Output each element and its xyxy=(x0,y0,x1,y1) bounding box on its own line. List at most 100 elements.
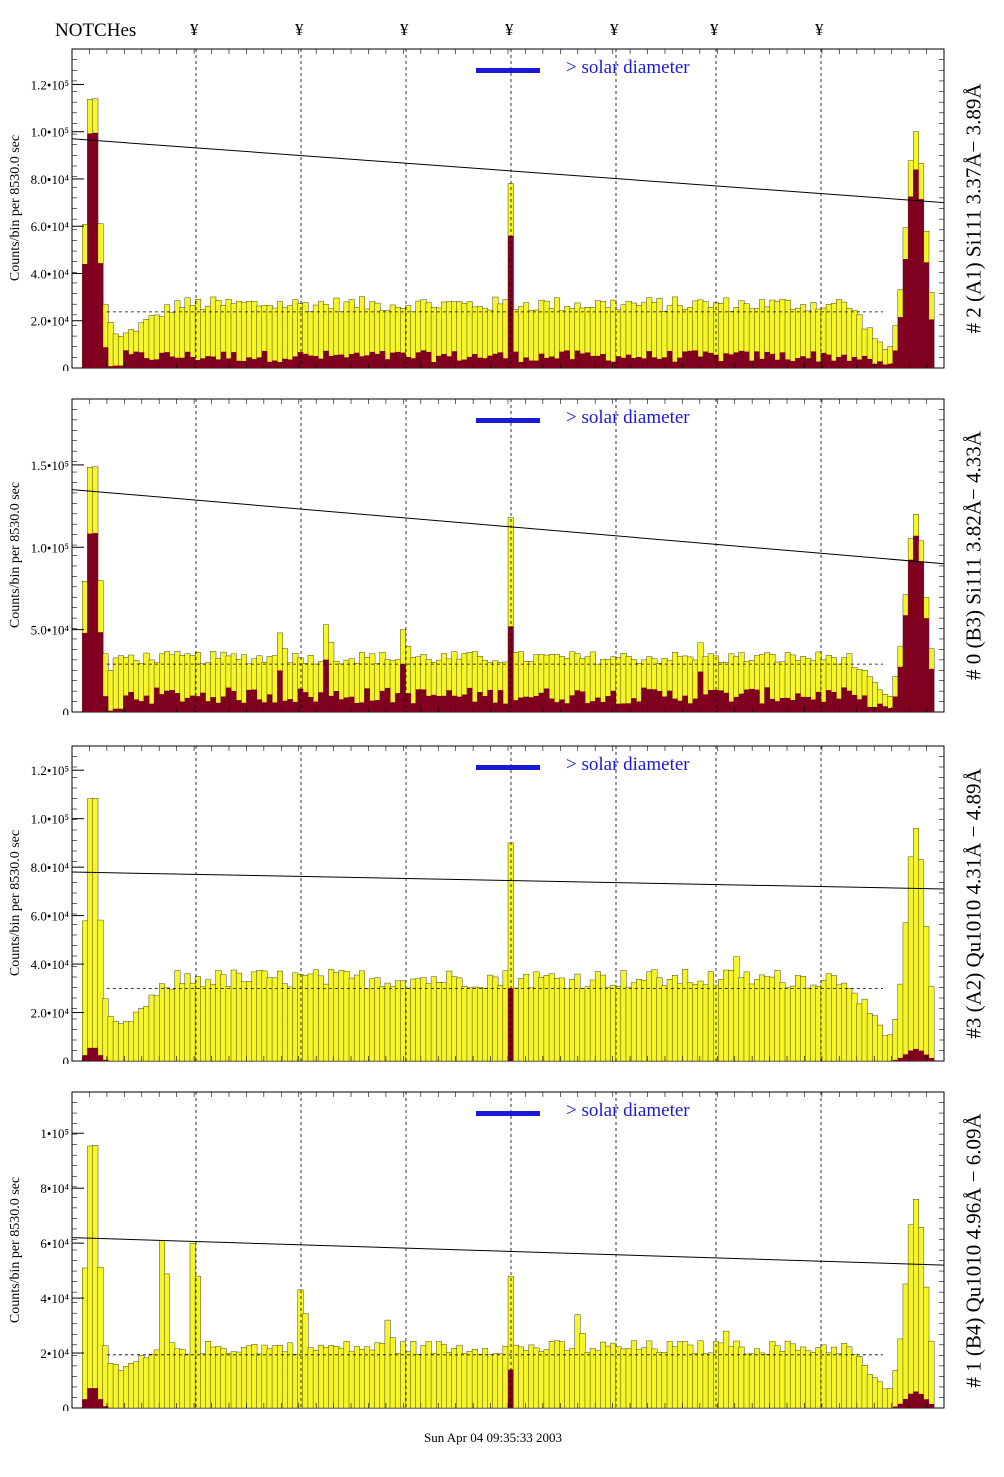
background-bar xyxy=(502,703,509,712)
y-tick-label: 1.0•10⁵ xyxy=(31,812,69,827)
count-bar xyxy=(651,969,658,1062)
count-bar xyxy=(466,1351,473,1409)
count-bar xyxy=(451,976,458,1062)
count-bar xyxy=(112,333,119,369)
count-bar xyxy=(497,1353,504,1409)
background-bar xyxy=(169,356,175,368)
background-bar xyxy=(667,690,673,712)
background-bar xyxy=(102,1059,109,1061)
count-bar xyxy=(528,310,535,369)
background-bar xyxy=(261,702,268,712)
count-bar xyxy=(323,1347,330,1409)
background-bar xyxy=(872,363,878,368)
background-bar xyxy=(472,354,478,368)
background-bar xyxy=(118,365,124,368)
background-bar xyxy=(528,697,535,712)
background-bar xyxy=(743,689,750,712)
y-tick-label: 1.0•10⁵ xyxy=(31,540,69,555)
background-bar xyxy=(918,199,924,368)
count-bar xyxy=(179,983,186,1062)
background-bar xyxy=(820,701,827,712)
background-bar xyxy=(215,359,222,368)
background-bar xyxy=(769,698,776,712)
count-bar xyxy=(282,983,289,1062)
background-bar xyxy=(256,357,263,368)
count-bar xyxy=(487,1354,494,1409)
count-bar xyxy=(543,1349,550,1409)
spectrum-panel: 0 2.0•10⁴ 4.0•10⁴ 6.0•10⁴ 8.0•10⁴ 1.0•10⁵ 1.2•… xyxy=(0,45,1004,371)
count-bar xyxy=(825,1352,832,1409)
background-bar xyxy=(400,664,406,712)
background-bar xyxy=(892,1406,899,1408)
background-bar xyxy=(625,354,632,368)
background-bar xyxy=(420,350,427,368)
background-bar xyxy=(97,1055,104,1061)
background-bar xyxy=(877,361,883,368)
count-bar xyxy=(682,968,689,1062)
background-bar xyxy=(928,668,935,712)
count-bar xyxy=(256,970,263,1062)
count-bar xyxy=(133,1011,140,1062)
count-bar xyxy=(610,984,617,1062)
background-bar xyxy=(415,352,422,368)
background-bar xyxy=(543,688,550,712)
legend-label: > solar diameter xyxy=(566,57,690,78)
background-bar xyxy=(302,692,309,712)
count-bar xyxy=(769,976,776,1062)
background-bar xyxy=(718,361,724,368)
background-bar xyxy=(723,692,729,712)
spectrum-chart: 0 5.0•10⁴ 1.0•10⁵ 1.5•10⁵ xyxy=(31,398,945,715)
background-bar xyxy=(600,701,606,712)
legend-label: > solar diameter xyxy=(566,754,690,775)
count-bar xyxy=(620,1348,627,1409)
background-bar xyxy=(374,700,381,712)
count-bar xyxy=(564,1350,571,1409)
count-bar xyxy=(820,980,827,1062)
count-bar xyxy=(528,987,535,1062)
background-bar xyxy=(184,351,191,368)
count-bar xyxy=(733,1340,740,1409)
background-bar xyxy=(154,359,160,368)
background-bar xyxy=(231,352,237,368)
count-bar xyxy=(872,1377,878,1409)
count-bar xyxy=(323,983,330,1062)
background-bar xyxy=(846,360,853,368)
background-bar xyxy=(538,692,545,712)
background-bar xyxy=(861,355,868,368)
background-bar xyxy=(795,693,801,712)
count-bar xyxy=(907,856,914,1062)
background-bar xyxy=(667,351,673,368)
count-bar xyxy=(641,302,648,369)
count-bar xyxy=(302,1313,309,1409)
background-bar xyxy=(456,360,463,368)
count-bar xyxy=(148,1354,155,1409)
count-bar xyxy=(225,299,232,369)
background-bar xyxy=(723,353,729,368)
background-bar xyxy=(913,1048,919,1061)
count-bar xyxy=(687,982,694,1062)
background-bar xyxy=(282,700,288,712)
background-bar xyxy=(908,196,914,368)
background-bar xyxy=(805,358,812,368)
count-bar xyxy=(605,1345,612,1409)
background-bar xyxy=(918,1393,924,1408)
background-bar xyxy=(651,357,658,368)
background-bar xyxy=(323,659,329,712)
background-bar xyxy=(636,701,642,712)
background-bar xyxy=(205,701,211,712)
count-bar xyxy=(610,299,617,369)
background-bar xyxy=(841,687,847,712)
count-bar xyxy=(738,977,745,1062)
count-bar xyxy=(779,982,786,1062)
count-bar xyxy=(461,1353,468,1409)
count-bar xyxy=(702,984,709,1062)
background-bar xyxy=(359,356,365,368)
count-bar xyxy=(92,798,99,1062)
count-bar xyxy=(482,988,489,1062)
count-bar xyxy=(671,1346,678,1409)
background-bar xyxy=(225,687,232,712)
background-bar xyxy=(923,1054,930,1061)
count-bar xyxy=(723,1330,730,1409)
count-bar xyxy=(138,1355,145,1409)
background-bar xyxy=(902,1398,909,1408)
